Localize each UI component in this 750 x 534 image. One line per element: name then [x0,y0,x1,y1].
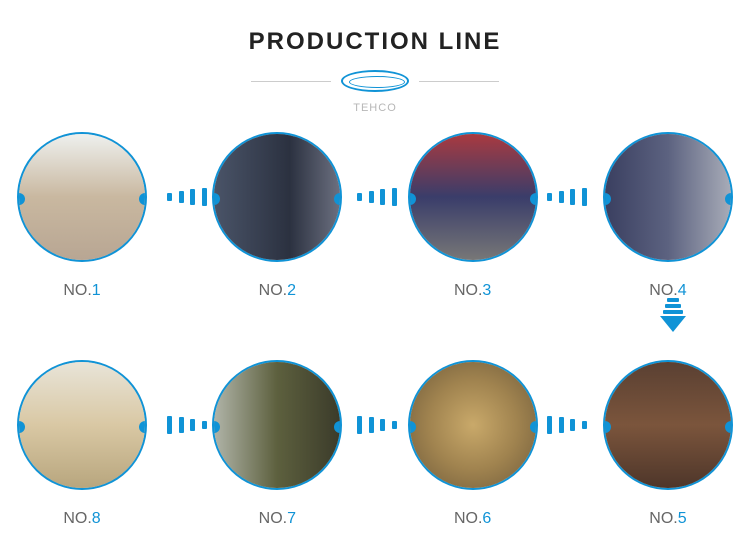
label-number: 1 [92,282,101,299]
label-number: 2 [287,282,296,299]
step-3: NO.3 [403,132,543,300]
step-5-label: NO.5 [649,510,686,528]
step-2-label: NO.2 [259,282,296,300]
label-number: 7 [287,510,296,527]
connector-dot [139,193,147,205]
arrow-down-icon [658,298,688,342]
label-number: 3 [482,282,491,299]
arrow-left-icon [167,416,207,434]
step-4-image [603,132,733,262]
step-5-photo [605,362,731,488]
flow-row-1: NO.1 NO.2 NO.3 [0,132,750,300]
step-7: NO.7 [207,360,347,528]
label-prefix: NO. [259,510,287,527]
step-1-label: NO.1 [63,282,100,300]
connector-dot [334,421,342,433]
step-8-photo [19,362,145,488]
brand-label: TEHCO [0,102,750,114]
arrow-left-icon [357,416,397,434]
step-3-photo [410,134,536,260]
step-3-label: NO.3 [454,282,491,300]
header-section: PRODUCTION LINE TEHCO [0,0,750,114]
page-title: PRODUCTION LINE [0,28,750,56]
label-prefix: NO. [63,510,91,527]
connector-dot [334,193,342,205]
step-2-image [212,132,342,262]
label-prefix: NO. [454,510,482,527]
arrow-right-icon [357,188,397,206]
arrow-right-icon [547,188,587,206]
label-number: 4 [678,282,687,299]
step-7-label: NO.7 [259,510,296,528]
divider [0,70,750,92]
label-prefix: NO. [649,510,677,527]
label-number: 8 [92,510,101,527]
connector-dot [725,193,733,205]
connector-dot [725,421,733,433]
flow-row-2: NO.8 NO.7 NO.6 [0,360,750,528]
step-8-label: NO.8 [63,510,100,528]
label-number: 5 [678,510,687,527]
label-prefix: NO. [63,282,91,299]
step-5-image [603,360,733,490]
step-4: NO.4 [598,132,738,300]
step-1-image [17,132,147,262]
step-6-photo [410,362,536,488]
step-2: NO.2 [207,132,347,300]
step-2-photo [214,134,340,260]
label-prefix: NO. [454,282,482,299]
step-1-photo [19,134,145,260]
step-8-image [17,360,147,490]
connector-dot [530,193,538,205]
step-8: NO.8 [12,360,152,528]
label-prefix: NO. [649,282,677,299]
step-6-label: NO.6 [454,510,491,528]
step-4-photo [605,134,731,260]
label-number: 6 [482,510,491,527]
divider-line-right [419,81,499,82]
connector-dot [530,421,538,433]
arrow-right-icon [167,188,207,206]
divider-line-left [251,81,331,82]
production-flow: NO.1 NO.2 NO.3 [0,132,750,528]
arrow-left-icon [547,416,587,434]
step-7-photo [214,362,340,488]
step-1: NO.1 [12,132,152,300]
label-prefix: NO. [259,282,287,299]
step-5: NO.5 [598,360,738,528]
step-6: NO.6 [403,360,543,528]
divider-oval-icon [341,70,409,92]
connector-dot [139,421,147,433]
step-6-image [408,360,538,490]
step-3-image [408,132,538,262]
step-7-image [212,360,342,490]
